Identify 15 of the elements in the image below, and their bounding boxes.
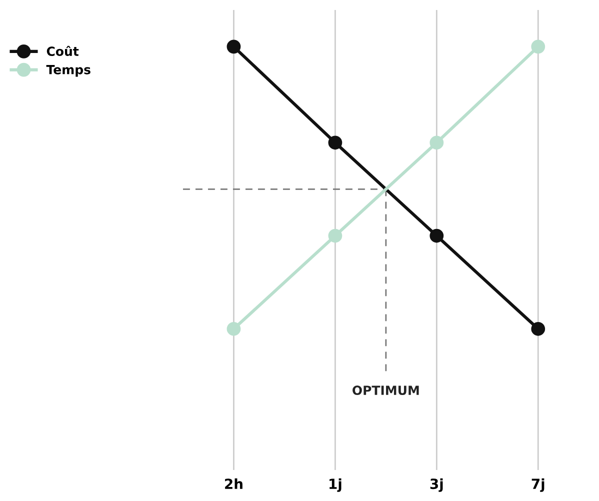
x-tick-label: 1j bbox=[330, 478, 342, 492]
point bbox=[328, 136, 342, 150]
legend-label: Temps bbox=[46, 65, 90, 77]
x-tick-label: 2h bbox=[225, 478, 242, 489]
legend-label: Coût bbox=[46, 46, 79, 56]
point bbox=[531, 40, 546, 54]
point bbox=[328, 228, 342, 243]
point bbox=[430, 136, 444, 150]
point bbox=[226, 40, 241, 54]
point bbox=[226, 322, 241, 336]
point bbox=[531, 322, 546, 336]
point bbox=[430, 228, 444, 243]
text: OPTIMUM bbox=[352, 386, 419, 396]
x-tick-label: 7j bbox=[532, 478, 544, 492]
x-tick-label: 3j bbox=[430, 478, 443, 492]
